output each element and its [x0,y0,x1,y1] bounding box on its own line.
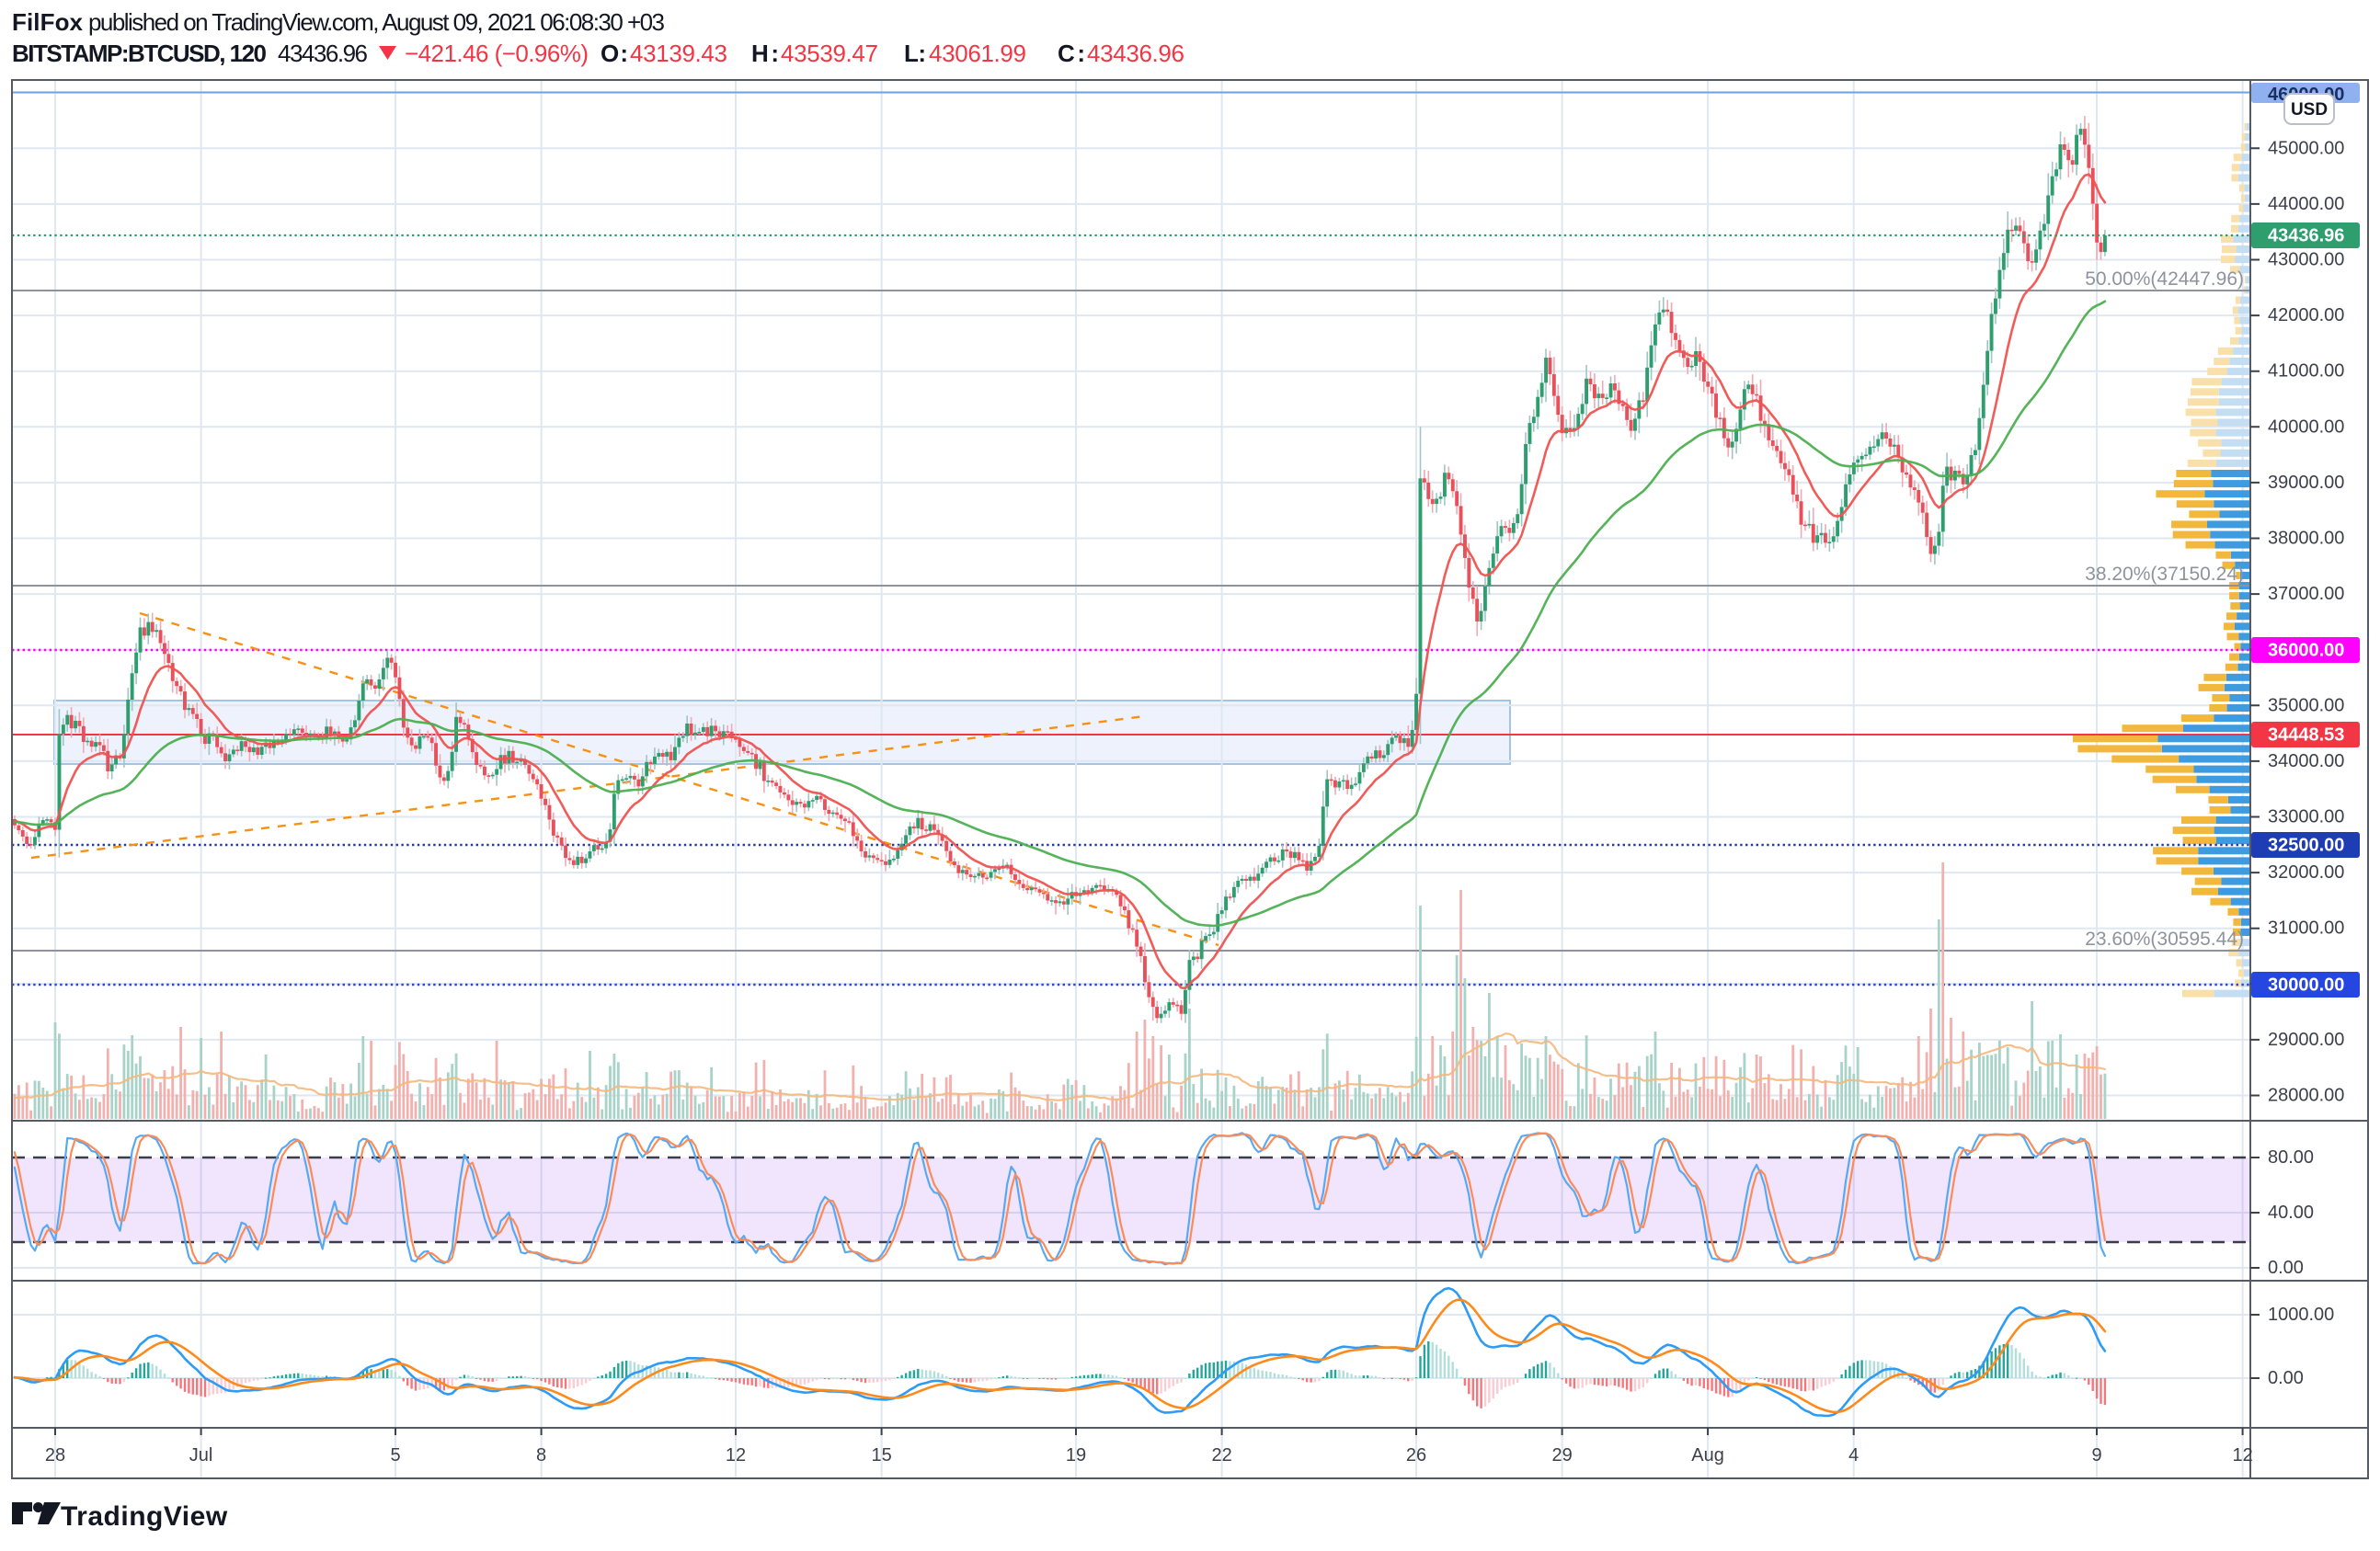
svg-text:1000.00: 1000.00 [2268,1305,2334,1325]
svg-text:8: 8 [536,1445,546,1465]
svg-text:15: 15 [871,1445,891,1465]
svg-text:12: 12 [2232,1445,2252,1465]
svg-text:9: 9 [2091,1445,2101,1465]
svg-text:TradingView: TradingView [61,1501,228,1532]
svg-text:38000.00: 38000.00 [2268,529,2344,549]
svg-text:43061.99: 43061.99 [929,40,1026,67]
svg-text:43539.47: 43539.47 [781,40,878,67]
svg-text:43436.96: 43436.96 [1087,40,1184,67]
svg-text:33000.00: 33000.00 [2268,807,2344,827]
svg-text:BITSTAMP:BTCUSD, 120: BITSTAMP:BTCUSD, 120 [12,40,267,67]
svg-text:34448.53: 34448.53 [2268,725,2344,746]
svg-text:40000.00: 40000.00 [2268,416,2344,437]
svg-text:44000.00: 44000.00 [2268,194,2344,214]
svg-text:23.60%(30595.44): 23.60%(30595.44) [2085,929,2244,950]
svg-text:FilFox: FilFox [12,8,84,36]
svg-text:43139.43: 43139.43 [630,40,727,67]
svg-text:0.00: 0.00 [2268,1368,2304,1388]
svg-text:41000.00: 41000.00 [2268,361,2344,382]
svg-text:35000.00: 35000.00 [2268,695,2344,715]
svg-text:Jul: Jul [189,1445,213,1465]
svg-text:39000.00: 39000.00 [2268,473,2344,493]
svg-text:29: 29 [1551,1445,1572,1465]
svg-text:4: 4 [1848,1445,1859,1465]
svg-text:40.00: 40.00 [2268,1203,2314,1223]
svg-text:C:: C: [1058,40,1085,67]
svg-text:L:: L: [904,40,926,67]
svg-text:−421.46 (−0.96%): −421.46 (−0.96%) [405,40,589,67]
svg-text:12: 12 [726,1445,746,1465]
svg-text:32500.00: 32500.00 [2268,836,2344,856]
svg-text:22: 22 [1211,1445,1231,1465]
svg-text:43436.96: 43436.96 [2268,226,2344,246]
svg-text:43436.96: 43436.96 [278,40,368,67]
svg-text:36000.00: 36000.00 [2268,641,2344,661]
svg-text:26: 26 [1406,1445,1426,1465]
svg-text:O:: O: [601,40,628,67]
svg-text:43000.00: 43000.00 [2268,250,2344,270]
svg-text:28: 28 [45,1445,65,1465]
svg-text:42000.00: 42000.00 [2268,305,2344,325]
svg-text:80.00: 80.00 [2268,1147,2314,1168]
svg-text:37000.00: 37000.00 [2268,584,2344,604]
svg-text:0.00: 0.00 [2268,1258,2304,1278]
svg-text:published on TradingView.com,: published on TradingView.com, August 09,… [88,8,665,36]
svg-text:30000.00: 30000.00 [2268,975,2344,996]
svg-text:34000.00: 34000.00 [2268,751,2344,771]
svg-text:32000.00: 32000.00 [2268,862,2344,883]
svg-text:19: 19 [1066,1445,1086,1465]
svg-text:H:: H: [751,40,779,67]
svg-text:45000.00: 45000.00 [2268,138,2344,158]
svg-text:5: 5 [390,1445,400,1465]
svg-text:38.20%(37150.24): 38.20%(37150.24) [2085,564,2244,585]
svg-text:USD: USD [2291,100,2328,120]
svg-text:50.00%(42447.96): 50.00%(42447.96) [2085,268,2244,290]
svg-text:28000.00: 28000.00 [2268,1086,2344,1106]
svg-text:31000.00: 31000.00 [2268,918,2344,939]
svg-text:Aug: Aug [1691,1445,1724,1465]
svg-text:29000.00: 29000.00 [2268,1030,2344,1050]
